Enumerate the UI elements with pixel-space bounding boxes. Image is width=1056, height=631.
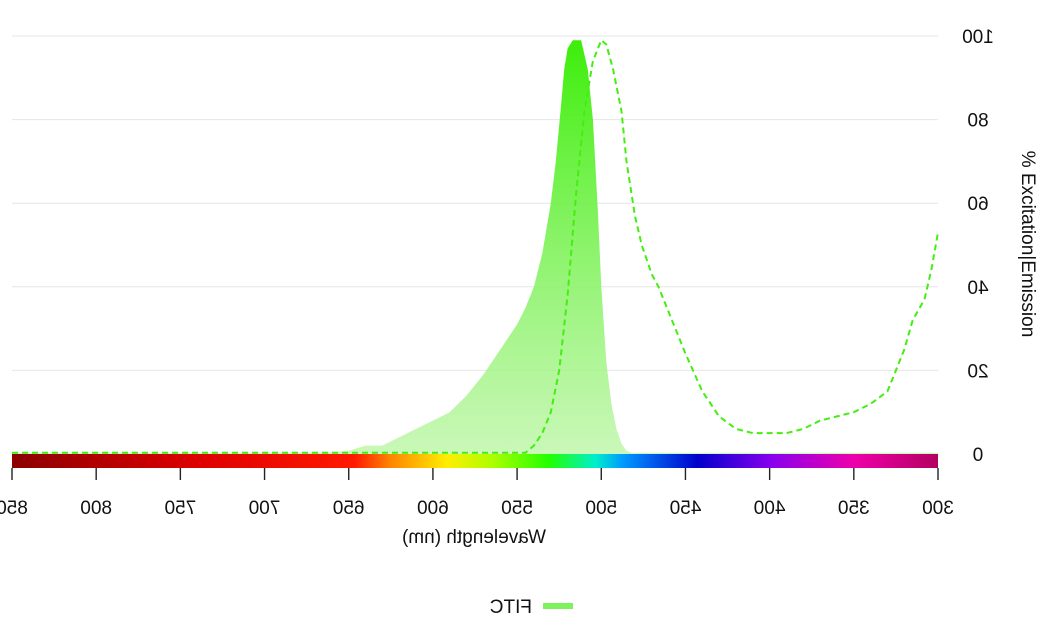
x-tick-label-500: 500 bbox=[585, 498, 617, 519]
y-tick-label-80: 80 bbox=[967, 111, 988, 132]
x-tick-label-700: 700 bbox=[249, 498, 281, 519]
y-tick-label-40: 40 bbox=[967, 278, 988, 299]
excitation-series bbox=[12, 38, 939, 454]
legend-swatch-fitc bbox=[543, 603, 573, 609]
y-axis-label: % Excitation|Emission bbox=[1017, 151, 1038, 338]
y-axis: 0 20 40 60 80 100 bbox=[962, 27, 994, 466]
gridlines bbox=[12, 35, 938, 371]
x-tick-label-550: 550 bbox=[501, 498, 533, 519]
x-tick-label-400: 400 bbox=[754, 498, 786, 519]
emission-area-fitc bbox=[12, 40, 938, 454]
wavelength-spectrum-bar bbox=[12, 454, 938, 468]
x-tick-label-600: 600 bbox=[417, 498, 449, 519]
y-tick-label-20: 20 bbox=[967, 361, 988, 382]
emission-series bbox=[12, 40, 938, 454]
excitation-line-fitc bbox=[12, 38, 939, 454]
y-tick-label-0: 0 bbox=[973, 445, 984, 466]
x-axis: 850 800 750 700 650 600 550 500 450 400 350 300 bbox=[0, 468, 954, 519]
x-tick-label-750: 750 bbox=[165, 498, 197, 519]
legend: FITC bbox=[490, 597, 573, 618]
x-tick-label-300: 300 bbox=[922, 498, 954, 519]
x-tick-label-800: 800 bbox=[80, 498, 112, 519]
x-tick-label-850: 850 bbox=[0, 498, 28, 519]
x-axis-label: Wavelength (nm) bbox=[402, 527, 546, 548]
y-tick-label-100: 100 bbox=[962, 27, 994, 48]
x-tick-label-650: 650 bbox=[333, 498, 365, 519]
x-tick-label-450: 450 bbox=[670, 498, 702, 519]
x-tick-label-350: 350 bbox=[838, 498, 870, 519]
y-tick-label-60: 60 bbox=[967, 194, 988, 215]
legend-label-fitc: FITC bbox=[490, 597, 532, 618]
